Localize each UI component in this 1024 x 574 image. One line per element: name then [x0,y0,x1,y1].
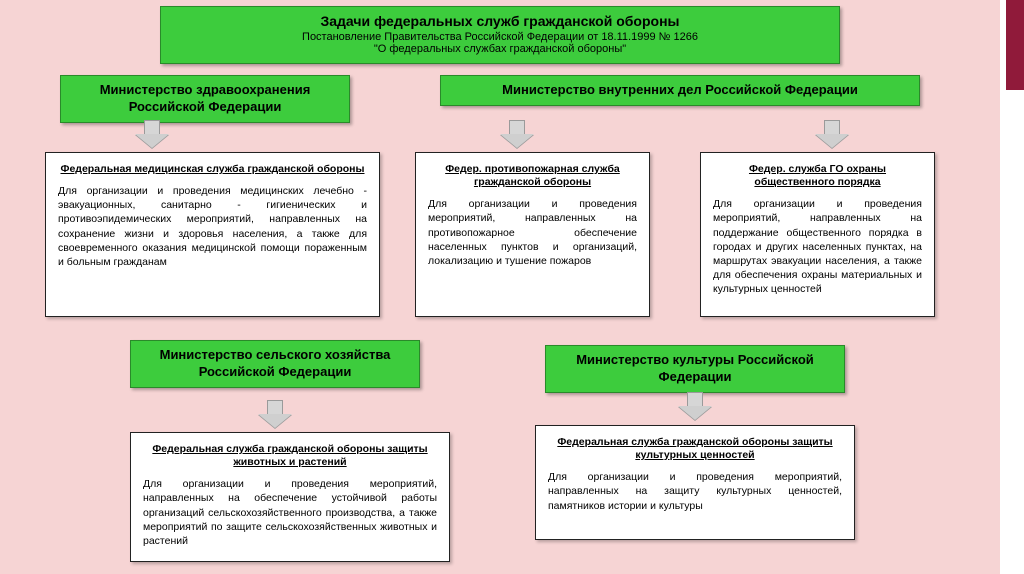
box-heading: Федер. служба ГО охраны общественного по… [713,163,922,189]
arrow-icon [135,120,169,148]
box-body: Для организации и проведения мероприятий… [713,197,922,296]
accent-bar [1006,0,1024,90]
arrow-icon [500,120,534,148]
box-agriculture: Федеральная служба гражданской обороны з… [130,432,450,562]
box-heading: Федер. противопожарная служба гражданско… [428,163,637,189]
box-heading: Федеральная медицинская служба гражданск… [58,163,367,176]
arrow-icon [678,392,712,420]
title-line2: Постановление Правительства Российской Ф… [171,31,829,43]
ministry-health: Министерство здравоохранения Российской … [60,75,350,123]
box-body: Для организации и проведения мероприятий… [428,197,637,268]
ministry-culture: Министерство культуры Российской Федерац… [545,345,845,393]
box-culture: Федеральная служба гражданской обороны з… [535,425,855,540]
box-fire: Федер. противопожарная служба гражданско… [415,152,650,317]
diagram-canvas: Задачи федеральных служб гражданской обо… [0,0,1000,574]
box-order: Федер. служба ГО охраны общественного по… [700,152,935,317]
box-heading: Федеральная служба гражданской обороны з… [143,443,437,469]
arrow-icon [258,400,292,428]
title-line1: Задачи федеральных служб гражданской обо… [171,13,829,29]
box-body: Для организации и проведения мероприятий… [143,477,437,548]
arrow-icon [815,120,849,148]
ministry-interior: Министерство внутренних дел Российской Ф… [440,75,920,106]
box-heading: Федеральная служба гражданской обороны з… [548,436,842,462]
box-body: Для организации и проведения медицинских… [58,184,367,269]
ministry-agriculture: Министерство сельского хозяйства Российс… [130,340,420,388]
title-block: Задачи федеральных служб гражданской обо… [160,6,840,64]
box-medical: Федеральная медицинская служба гражданск… [45,152,380,317]
box-body: Для организации и проведения мероприятий… [548,470,842,513]
title-line3: "О федеральных службах гражданской оборо… [171,43,829,55]
